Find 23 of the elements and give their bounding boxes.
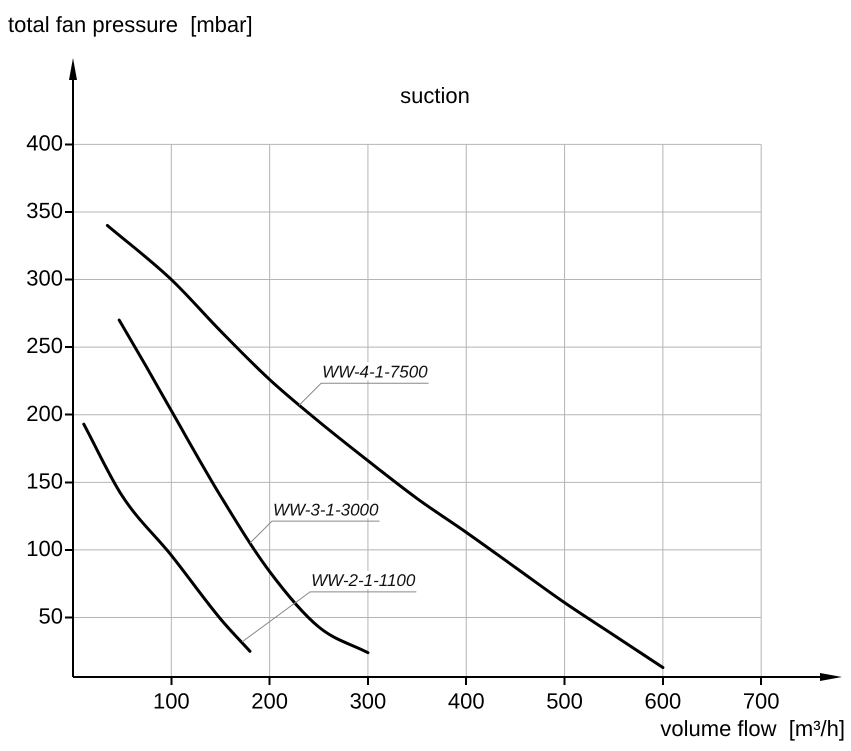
annotation: WW-3-1-3000 (272, 500, 379, 520)
x-tick-label: 300 (350, 688, 386, 714)
x-tick-label: 400 (448, 688, 485, 714)
line-series (106, 224, 664, 670)
x-tick-label: 500 (546, 688, 583, 714)
y-tick-label: 100 (26, 536, 63, 561)
y-tick-label: 200 (26, 400, 63, 426)
y-tick-label: 250 (26, 333, 63, 358)
x-tick-label: 100 (152, 688, 190, 714)
x-tick-label: 200 (251, 688, 288, 714)
line-series (82, 422, 252, 653)
y-tick-label: 150 (26, 468, 63, 494)
text: suction (400, 83, 470, 108)
y-tick-label: 350 (26, 198, 63, 224)
x-tick-label: 600 (644, 688, 682, 714)
y-tick-label: 50 (38, 604, 63, 629)
x-tick-label: 700 (742, 688, 780, 714)
y-tick-label: 400 (26, 130, 63, 156)
annotation: WW-2-1-1100 (311, 571, 416, 590)
annotation: WW-4-1-7500 (322, 362, 428, 382)
x-axis-title: volume flow [m³/h] (660, 716, 845, 742)
y-tick-label: 300 (26, 266, 63, 291)
y-axis-title: total fan pressure [mbar] (8, 12, 253, 38)
